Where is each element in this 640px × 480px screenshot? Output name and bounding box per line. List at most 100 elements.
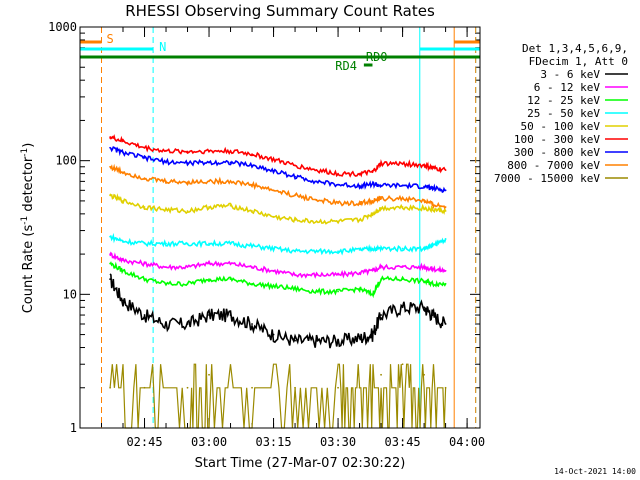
data-point (401, 247, 404, 250)
legend-label: 300 - 800 keV (514, 146, 600, 159)
data-point (229, 161, 232, 164)
data-point (109, 165, 112, 168)
data-point (229, 314, 232, 316)
data-point (122, 259, 124, 262)
data-point (337, 202, 339, 205)
data-point (444, 189, 447, 192)
data-point (272, 189, 275, 192)
series-line (110, 146, 446, 194)
series-group (109, 193, 447, 225)
data-point (294, 273, 296, 276)
data-point (165, 208, 167, 211)
data-point (143, 386, 146, 389)
data-point (431, 203, 434, 206)
y-axis-label: Count Rate (s-1 detector-1) (20, 143, 36, 314)
legend-label: 100 - 300 keV (514, 133, 600, 146)
data-point (122, 269, 124, 272)
data-point (186, 282, 189, 285)
series-group (109, 363, 447, 429)
data-point (229, 204, 232, 207)
data-point (165, 150, 167, 152)
data-point (423, 373, 425, 376)
data-point (380, 266, 382, 268)
data-point (337, 290, 339, 293)
data-point (358, 287, 361, 290)
data-point (380, 207, 382, 210)
data-point (186, 242, 189, 245)
data-point (122, 299, 124, 302)
series-layer (109, 134, 447, 429)
data-point (358, 337, 361, 340)
legend-label: 7000 - 15000 keV (494, 172, 600, 185)
data-point (109, 262, 112, 265)
data-point (165, 266, 167, 268)
data-point (371, 171, 374, 174)
data-point (143, 242, 146, 245)
data-point (380, 197, 382, 200)
data-point (251, 183, 253, 186)
x-tick-label: 02:45 (126, 435, 162, 449)
data-point (444, 206, 447, 208)
data-point (143, 146, 146, 149)
data-point (423, 247, 425, 250)
data-point (208, 278, 210, 281)
data-point (431, 187, 434, 190)
data-point (109, 136, 112, 139)
data-point (431, 245, 434, 247)
data-point (294, 164, 296, 167)
data-point (251, 386, 253, 389)
series-group (109, 146, 447, 194)
data-point (109, 146, 112, 149)
data-point (251, 164, 253, 167)
data-point (186, 150, 189, 153)
data-point (337, 220, 339, 223)
data-point (143, 156, 146, 159)
data-point (251, 245, 253, 247)
data-point (358, 172, 361, 175)
data-point (371, 200, 374, 202)
data-point (315, 180, 318, 183)
data-point (401, 197, 404, 200)
data-point (380, 278, 382, 281)
data-point (294, 194, 296, 197)
legend-label: 50 - 100 keV (521, 120, 601, 133)
data-point (272, 215, 275, 218)
data-point (186, 386, 189, 389)
series-line (109, 261, 447, 299)
data-point (423, 266, 425, 268)
series-line (109, 273, 447, 349)
data-point (401, 306, 404, 309)
data-point (229, 180, 232, 183)
data-point (401, 363, 404, 366)
legend-label: 6 - 12 keV (534, 81, 601, 94)
data-point (294, 339, 296, 342)
data-point (165, 242, 167, 245)
data-point (358, 219, 361, 221)
legend-label: 3 - 6 keV (540, 68, 600, 81)
data-point (186, 162, 189, 164)
data-point (401, 162, 404, 165)
series-group (109, 232, 447, 256)
data-point (423, 164, 425, 167)
data-point (229, 242, 232, 245)
plot-frame (79, 26, 481, 429)
data-point (208, 150, 210, 152)
data-point (208, 180, 210, 183)
x-tick-label: 04:00 (449, 435, 485, 449)
data-point (401, 206, 404, 208)
data-point (371, 183, 374, 185)
data-point (371, 212, 374, 215)
data-point (186, 266, 189, 268)
data-point (109, 194, 112, 197)
data-point (431, 208, 434, 211)
data-point (358, 248, 361, 251)
data-point (109, 253, 112, 255)
data-point (380, 314, 382, 316)
y-tick-label: 1 (70, 421, 77, 435)
data-point (109, 235, 112, 238)
data-point (431, 282, 434, 285)
series-line (109, 363, 447, 429)
series-group (109, 134, 447, 178)
data-point (380, 162, 382, 165)
data-point (272, 333, 275, 336)
